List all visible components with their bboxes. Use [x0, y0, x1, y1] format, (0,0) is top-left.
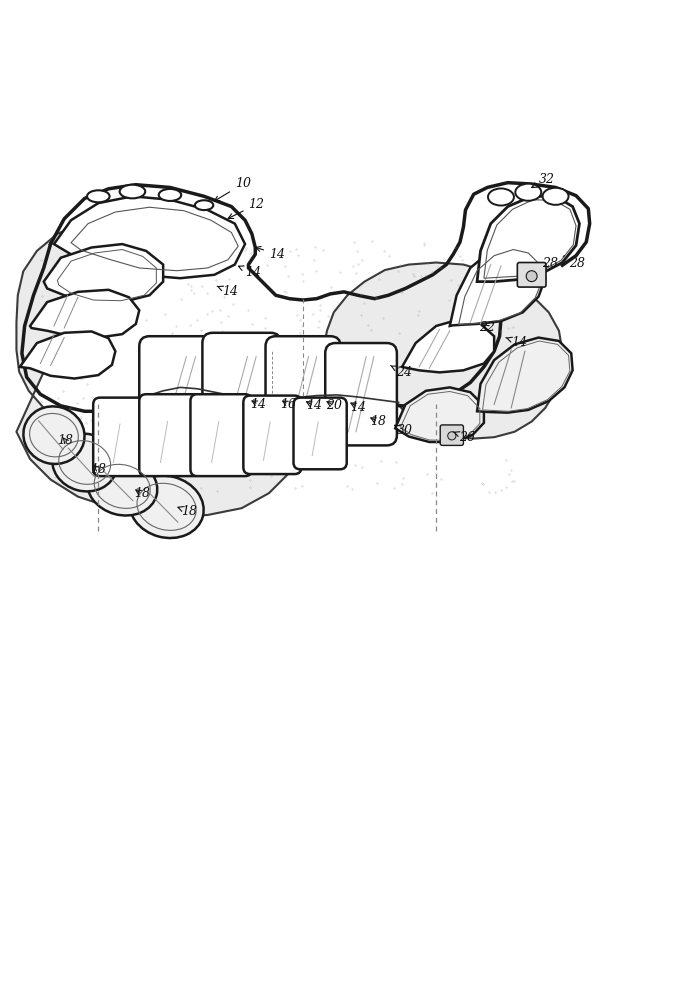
FancyBboxPatch shape [139, 336, 221, 445]
Text: 18: 18 [57, 434, 74, 447]
Text: 14: 14 [506, 336, 527, 349]
Text: 20: 20 [326, 399, 342, 412]
Ellipse shape [52, 434, 117, 491]
Text: 14: 14 [250, 398, 266, 411]
Polygon shape [20, 331, 116, 379]
Text: 14: 14 [217, 285, 239, 298]
FancyBboxPatch shape [191, 394, 252, 476]
Text: 30: 30 [394, 424, 413, 437]
Text: 14: 14 [256, 247, 285, 261]
FancyBboxPatch shape [139, 394, 201, 476]
Ellipse shape [87, 457, 158, 516]
Text: 22: 22 [479, 321, 495, 334]
Text: 18: 18 [178, 505, 197, 518]
Text: 18: 18 [133, 487, 150, 500]
Ellipse shape [543, 188, 568, 205]
Text: 14: 14 [239, 266, 261, 279]
Text: 14: 14 [350, 401, 366, 414]
Polygon shape [17, 215, 562, 517]
Text: 28: 28 [542, 256, 564, 270]
Text: 16: 16 [281, 398, 297, 411]
Polygon shape [44, 244, 163, 302]
FancyBboxPatch shape [93, 398, 151, 476]
Polygon shape [54, 196, 245, 278]
Text: 24: 24 [391, 366, 412, 379]
Polygon shape [30, 290, 139, 338]
Ellipse shape [159, 189, 181, 201]
Ellipse shape [515, 184, 541, 201]
Circle shape [448, 432, 456, 440]
Ellipse shape [23, 406, 85, 464]
Circle shape [526, 271, 537, 282]
Text: 10: 10 [215, 177, 251, 201]
FancyBboxPatch shape [244, 396, 301, 474]
Ellipse shape [87, 190, 109, 202]
FancyBboxPatch shape [202, 333, 281, 445]
Ellipse shape [488, 188, 514, 206]
FancyBboxPatch shape [266, 336, 341, 445]
FancyBboxPatch shape [517, 263, 546, 287]
Polygon shape [395, 387, 484, 442]
Ellipse shape [195, 200, 213, 210]
Text: 28: 28 [569, 257, 585, 270]
FancyBboxPatch shape [440, 425, 464, 445]
Polygon shape [477, 196, 579, 282]
Text: 32: 32 [532, 173, 555, 188]
Polygon shape [450, 244, 546, 326]
FancyBboxPatch shape [325, 343, 397, 445]
Text: 18: 18 [370, 415, 386, 428]
Text: 18: 18 [90, 463, 106, 476]
Polygon shape [402, 319, 494, 372]
FancyBboxPatch shape [294, 398, 347, 469]
Text: 26: 26 [453, 431, 475, 444]
Ellipse shape [120, 185, 145, 198]
Polygon shape [477, 338, 572, 413]
Ellipse shape [129, 476, 204, 538]
Text: 14: 14 [305, 399, 322, 412]
Text: 12: 12 [228, 198, 264, 218]
